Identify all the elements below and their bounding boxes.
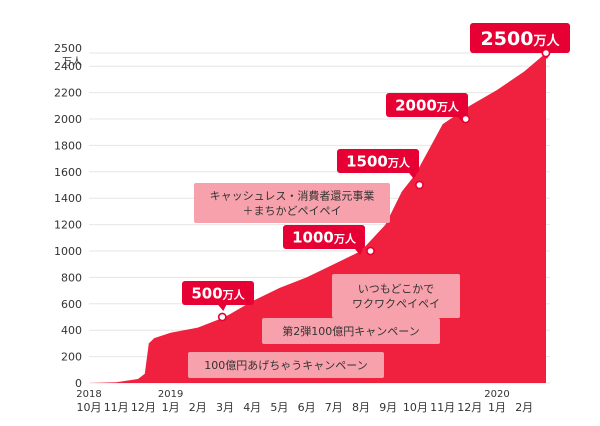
milestone-pointer xyxy=(355,249,363,255)
x-tick-month: 8月 xyxy=(352,401,370,414)
y-tick-label: 800 xyxy=(61,271,82,284)
annotation-text: 第2弾100億円キャンペーン xyxy=(282,324,419,338)
x-tick-year: 2019 xyxy=(158,389,183,400)
annotation-bg xyxy=(188,352,384,378)
annotation-text: 100億円あげちゃうキャンペーン xyxy=(204,359,367,372)
x-tick-month: 3月 xyxy=(216,401,234,414)
annotation-box: キャッシュレス・消費者還元事業 ＋まちかどペイペイ xyxy=(194,183,390,223)
milestone-label: 2000万人 xyxy=(395,96,460,114)
milestone-bg xyxy=(337,149,419,173)
y-tick-label: 2500 xyxy=(54,42,82,55)
y-tick-label: 2200 xyxy=(54,87,82,100)
milestone-label: 2500万人 xyxy=(481,28,561,50)
x-tick-month: 12月 xyxy=(131,401,156,414)
y-tick-label: 1200 xyxy=(54,219,82,232)
annotation-text: キャッシュレス・消費者還元事業 xyxy=(210,189,375,203)
milestone-bg xyxy=(470,23,570,53)
y-tick-label: 0 xyxy=(75,377,82,390)
x-tick-month: 1月 xyxy=(488,401,506,414)
y-tick-label: 1000 xyxy=(54,245,82,258)
milestone-callout: 2500万人 xyxy=(470,23,570,59)
annotation-box: 100億円あげちゃうキャンペーン xyxy=(188,352,384,378)
milestone-number: 1000 xyxy=(292,228,334,246)
x-tick-year: 2020 xyxy=(484,389,509,400)
annotation-text: ワクワクペイペイ xyxy=(352,298,440,311)
milestone-point xyxy=(541,48,551,58)
y-tick-label: 2400 xyxy=(54,60,82,73)
milestone-unit: 万人 xyxy=(333,231,357,245)
milestone-callout: 500万人 xyxy=(182,281,254,322)
y-tick-label: 1800 xyxy=(54,139,82,152)
milestone-number: 2500 xyxy=(481,28,534,50)
y-tick-label: 600 xyxy=(61,298,82,311)
x-tick-month: 1月 xyxy=(162,401,180,414)
annotation-bg xyxy=(194,183,390,223)
milestone-bg xyxy=(182,281,254,305)
y-tick-label: 1400 xyxy=(54,192,82,205)
x-tick-year: 2018 xyxy=(76,389,101,400)
x-tick-month: 12月 xyxy=(457,401,482,414)
annotation-text: ＋まちかどペイペイ xyxy=(243,205,342,218)
x-tick-month: 5月 xyxy=(270,401,288,414)
annotations: 100億円あげちゃうキャンペーン 第2弾100億円キャンペーン いつもどこかでワクワ… xyxy=(188,183,460,378)
x-tick-month: 10月 xyxy=(77,401,102,414)
milestone-number: 2000 xyxy=(395,96,437,114)
milestone-callout: 1000万人 xyxy=(283,225,375,256)
milestone-pointer xyxy=(218,305,227,311)
milestone-number: 500 xyxy=(191,284,222,302)
x-tick-month: 7月 xyxy=(325,401,343,414)
y-tick-label: 1600 xyxy=(54,166,82,179)
annotation-text: いつもどこかで xyxy=(358,283,434,296)
milestone-unit: 万人 xyxy=(387,155,411,169)
y-tick-label: 400 xyxy=(61,324,82,337)
milestone-number: 1500 xyxy=(346,152,388,170)
x-tick-month: 4月 xyxy=(243,401,261,414)
milestone-unit: 万人 xyxy=(532,33,560,49)
milestone-bg xyxy=(386,93,468,117)
y-tick-label: 2000 xyxy=(54,113,82,126)
milestone-label: 500万人 xyxy=(191,284,245,302)
milestone-unit: 万人 xyxy=(436,99,460,113)
milestone-point xyxy=(217,312,227,322)
x-tick-month: 2月 xyxy=(515,401,533,414)
milestone-pointer xyxy=(409,173,417,179)
y-axis-unit: 万人 xyxy=(62,56,82,68)
milestone-point xyxy=(366,246,375,256)
y-tick-label: 200 xyxy=(61,351,82,364)
milestone-label: 1500万人 xyxy=(346,152,411,170)
milestone-unit: 万人 xyxy=(222,287,246,301)
x-tick-month: 11月 xyxy=(430,401,455,414)
x-tick-month: 9月 xyxy=(379,401,397,414)
annotation-box: 第2弾100億円キャンペーン xyxy=(262,318,440,344)
milestone-callout: 1500万人 xyxy=(337,149,424,190)
milestone-point xyxy=(461,114,471,124)
milestone-callout: 2000万人 xyxy=(386,93,471,124)
annotation-bg xyxy=(262,318,440,344)
x-tick-month: 10月 xyxy=(403,401,428,414)
x-tick-month: 6月 xyxy=(298,401,316,414)
y-axis: 0 200 400 600 800 1000 1200 1400 1600 1800 2000 220… xyxy=(54,42,82,390)
milestone-point xyxy=(415,180,424,190)
milestone-label: 1000万人 xyxy=(292,228,357,246)
milestone-bg xyxy=(283,225,365,249)
x-tick-month: 2月 xyxy=(189,401,207,414)
annotation-bg xyxy=(332,274,460,318)
x-tick-month: 11月 xyxy=(104,401,129,414)
